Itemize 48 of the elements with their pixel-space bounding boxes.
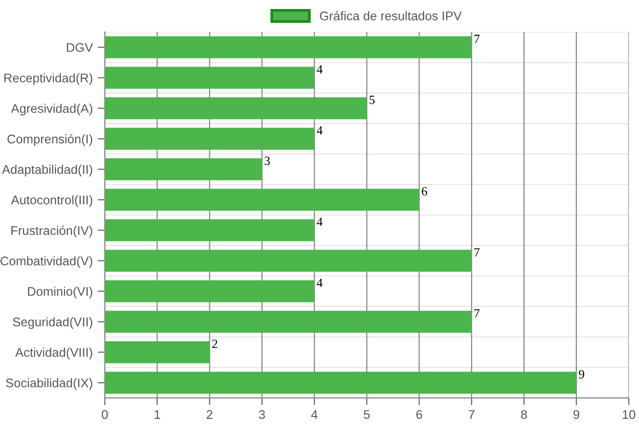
data-label: 5 bbox=[370, 96, 375, 104]
bar bbox=[104, 158, 262, 180]
x-tick-label: 1 bbox=[154, 410, 160, 419]
bar bbox=[104, 97, 367, 120]
x-tick-label: 5 bbox=[364, 410, 370, 419]
data-label: 7 bbox=[474, 34, 480, 43]
y-tick-label: Combatividad(V) bbox=[0, 256, 92, 268]
data-label: 4 bbox=[316, 65, 323, 74]
y-tick-label: Comprensión(I) bbox=[7, 134, 92, 146]
data-label: 9 bbox=[578, 370, 584, 379]
y-tick-label: Receptividad(R) bbox=[4, 73, 92, 85]
x-tick-label: 0 bbox=[102, 410, 108, 419]
bar bbox=[104, 66, 314, 89]
bar bbox=[104, 341, 210, 364]
y-tick-label: Autocontrol(III) bbox=[11, 195, 92, 207]
bar bbox=[104, 372, 576, 394]
bar bbox=[104, 250, 472, 272]
bar bbox=[104, 280, 314, 302]
y-tick-label: Sociabilidad(IX) bbox=[6, 378, 92, 390]
x-tick-label: 9 bbox=[573, 410, 580, 419]
x-tick-label: 8 bbox=[521, 410, 527, 419]
data-label: 4 bbox=[316, 218, 323, 226]
x-tick-label: 10 bbox=[622, 410, 636, 419]
y-tick-label: Frustración(IV) bbox=[11, 226, 92, 238]
y-tick-label: DGV bbox=[66, 43, 93, 52]
x-tick-label: 7 bbox=[468, 410, 474, 419]
x-tick-label: 2 bbox=[206, 410, 212, 419]
data-label: 7 bbox=[474, 309, 480, 318]
data-label: 4 bbox=[316, 126, 323, 134]
y-tick-label: Dominio(VI) bbox=[28, 286, 92, 298]
bar bbox=[104, 128, 314, 150]
bar bbox=[104, 310, 472, 333]
data-label: 4 bbox=[316, 278, 323, 287]
y-tick-label: Actividad(VIII) bbox=[15, 348, 92, 360]
legend-label: Gráfica de resultados IPV bbox=[320, 11, 462, 20]
bar bbox=[104, 36, 472, 58]
data-label: 3 bbox=[264, 156, 270, 166]
bar bbox=[104, 219, 314, 242]
x-tick-label: 3 bbox=[258, 410, 265, 419]
x-tick-label: 4 bbox=[311, 410, 318, 419]
data-label: 2 bbox=[212, 340, 218, 348]
y-tick-label: Agresividad(A) bbox=[11, 104, 92, 116]
y-tick-label: Adaptabilidad(II) bbox=[2, 164, 92, 176]
data-label: 7 bbox=[474, 248, 480, 256]
x-tick-label: 6 bbox=[416, 410, 422, 419]
data-label: 6 bbox=[422, 187, 428, 196]
y-tick-label: Seguridad(VII) bbox=[12, 317, 92, 329]
bar bbox=[104, 188, 420, 211]
